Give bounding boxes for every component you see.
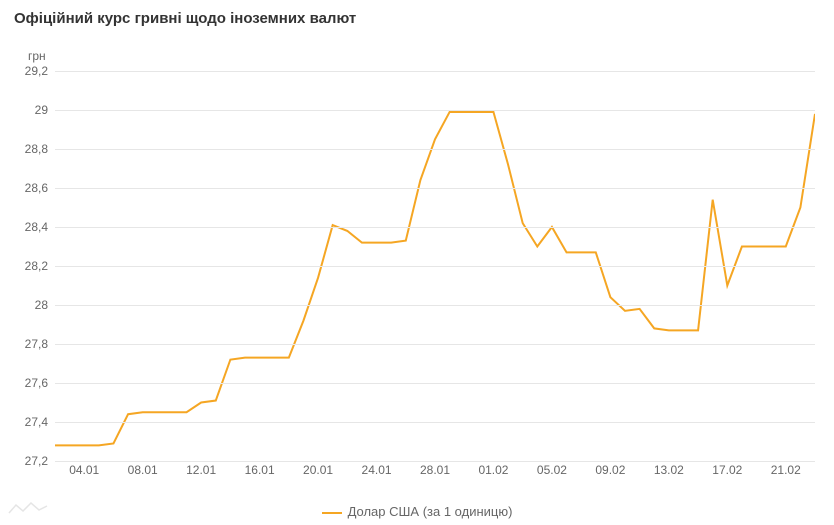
legend: Долар США (за 1 одиницю) (0, 504, 834, 519)
grid-line (55, 461, 815, 462)
x-tick-label: 17.02 (712, 463, 742, 477)
x-tick-label: 13.02 (654, 463, 684, 477)
grid-line (55, 305, 815, 306)
x-tick-label: 28.01 (420, 463, 450, 477)
x-tick-label: 20.01 (303, 463, 333, 477)
y-tick-label: 29 (8, 103, 48, 117)
x-tick-label: 12.01 (186, 463, 216, 477)
grid-line (55, 344, 815, 345)
plot-area (55, 71, 815, 461)
grid-line (55, 188, 815, 189)
y-tick-label: 28,8 (8, 142, 48, 156)
chart-container: грн 27,2 27,4 27,6 27,8 28 28,2 28,4 28,6 28,8 29… (0, 31, 834, 496)
x-tick-label: 08.01 (128, 463, 158, 477)
y-axis: 27,227,427,627,82828,228,428,628,82929,2 (8, 71, 48, 461)
grid-line (55, 227, 815, 228)
y-axis-unit: грн (28, 49, 46, 63)
y-tick-label: 27,6 (8, 376, 48, 390)
grid-line (55, 266, 815, 267)
x-tick-label: 04.01 (69, 463, 99, 477)
x-tick-label: 16.01 (245, 463, 275, 477)
x-axis: 04.01 08.01 12.01 16.01 20.01 24.01 28.01 01.02… (55, 463, 815, 483)
x-tick-label: 05.02 (537, 463, 567, 477)
y-tick-label: 28,2 (8, 259, 48, 273)
y-tick-label: 27,8 (8, 337, 48, 351)
legend-label: Долар США (за 1 одиницю) (348, 504, 513, 519)
watermark-icon (8, 501, 48, 520)
grid-line (55, 71, 815, 72)
grid-line (55, 110, 815, 111)
grid-line (55, 149, 815, 150)
x-tick-label: 24.01 (362, 463, 392, 477)
grid-line (55, 383, 815, 384)
x-tick-label: 01.02 (478, 463, 508, 477)
y-tick-label: 28,4 (8, 220, 48, 234)
x-tick-label: 21.02 (771, 463, 801, 477)
y-tick-label: 27,4 (8, 415, 48, 429)
series-line (55, 112, 815, 445)
legend-swatch (322, 512, 342, 514)
x-tick-label: 09.02 (595, 463, 625, 477)
y-tick-label: 29,2 (8, 64, 48, 78)
grid-line (55, 422, 815, 423)
chart-title: Офіційний курс гривні щодо іноземних вал… (0, 0, 834, 31)
y-tick-label: 28 (8, 298, 48, 312)
y-tick-label: 28,6 (8, 181, 48, 195)
y-tick-label: 27,2 (8, 454, 48, 468)
